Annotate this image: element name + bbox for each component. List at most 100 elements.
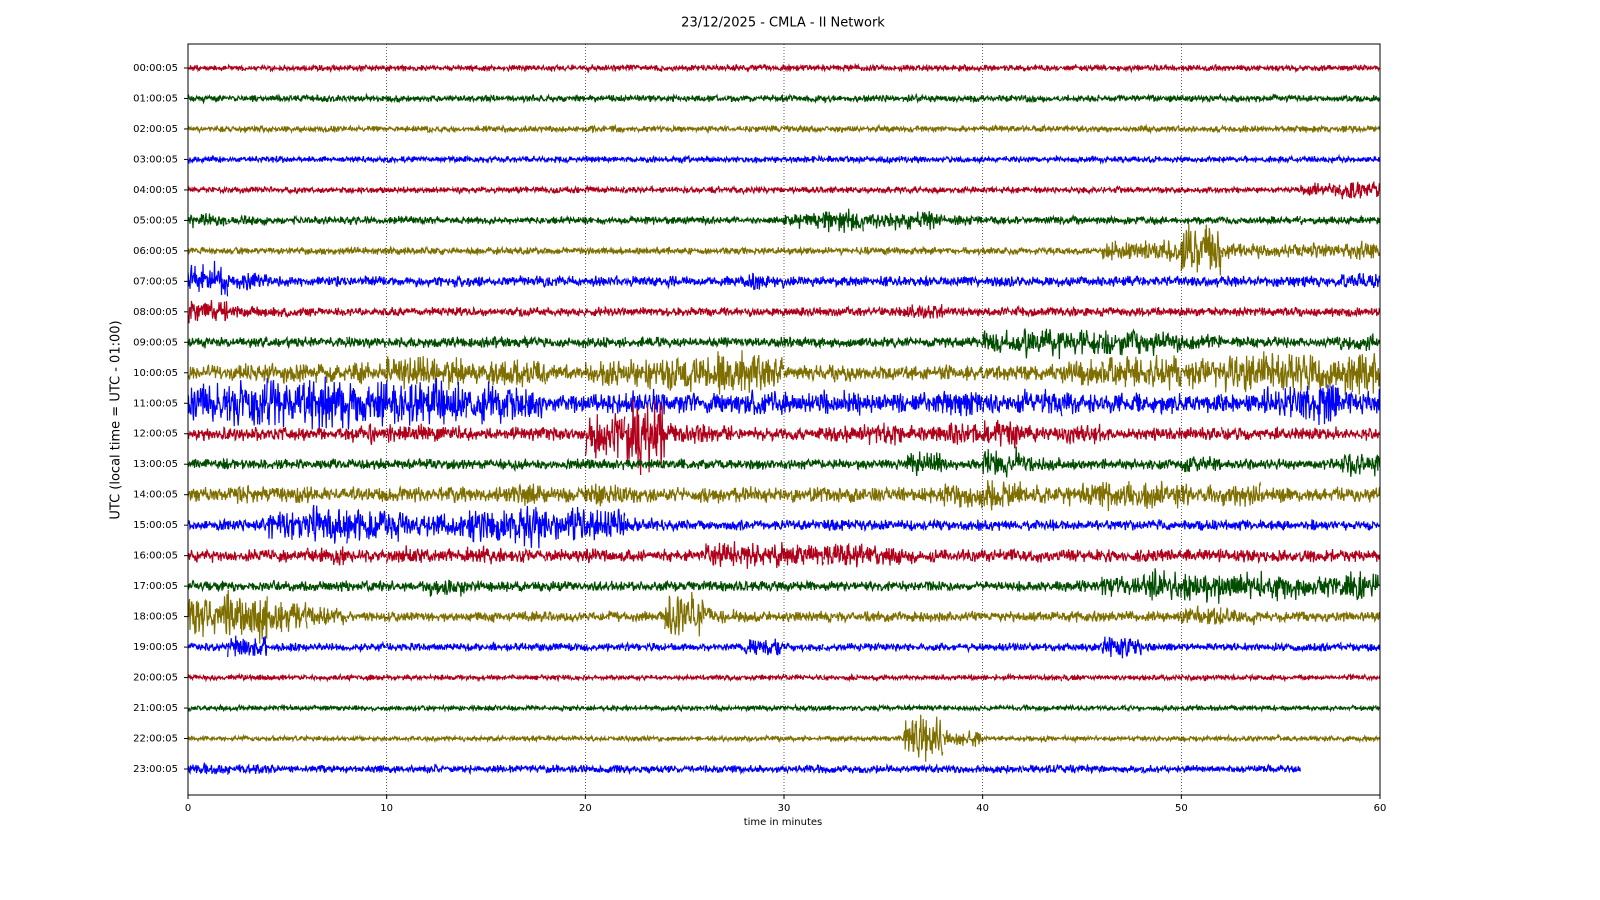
- trace-segment: [188, 300, 229, 324]
- trace-segment: [425, 63, 467, 72]
- trace-segment: [1021, 306, 1063, 318]
- trace-segment: [1299, 486, 1341, 501]
- trace-segment: [743, 246, 785, 256]
- trace-segment: [425, 274, 467, 289]
- trace-segment: [823, 389, 864, 416]
- trace-segment: [1220, 549, 1262, 564]
- trace-segment: [1141, 306, 1182, 318]
- trace-segment: [425, 458, 467, 470]
- trace-segment: [1339, 124, 1380, 135]
- trace-segment: [982, 185, 1023, 195]
- trace-segment: [465, 94, 507, 104]
- x-axis-label: time in minutes: [744, 817, 823, 828]
- trace-segment: [1339, 94, 1380, 103]
- trace-segment: [704, 155, 745, 164]
- trace-segment: [188, 673, 229, 683]
- trace-segment: [465, 335, 507, 349]
- trace-segment: [425, 357, 467, 390]
- trace-segment: [902, 63, 944, 73]
- trace-segment: [584, 483, 626, 507]
- trace-segment: [346, 423, 387, 445]
- trace-segment: [227, 155, 268, 164]
- trace-segment: [902, 155, 944, 164]
- trace-segment: [1260, 520, 1301, 532]
- trace-segment: [505, 458, 546, 473]
- trace-segment: [1141, 764, 1182, 775]
- trace-segment: [266, 93, 308, 103]
- trace-segment: [1021, 425, 1063, 444]
- trace-segment: [982, 215, 1023, 226]
- trace-segment: [505, 359, 546, 388]
- trace-segment: [346, 640, 387, 654]
- trace-segment: [386, 185, 427, 195]
- trace-segment: [664, 422, 705, 444]
- trace-segment: [584, 94, 626, 103]
- trace-segment: [1141, 123, 1182, 135]
- trace-segment: [1339, 549, 1380, 563]
- trace-segment: [346, 580, 387, 593]
- trace-segment: [266, 380, 308, 428]
- trace-segment: [306, 215, 348, 225]
- trace-segment: [425, 94, 467, 103]
- trace-segment: [227, 703, 268, 713]
- trace-segment: [863, 246, 904, 257]
- trace-segment: [386, 484, 427, 503]
- trace-segment: [1299, 458, 1341, 470]
- trace-segment: [584, 305, 626, 317]
- trace-segment: [1339, 610, 1380, 623]
- trace-segment: [1061, 185, 1103, 195]
- trace-segment: [1022, 519, 1063, 532]
- trace-segment: [902, 424, 944, 442]
- trace-segment: [982, 123, 1023, 134]
- trace-segment: [1180, 483, 1222, 506]
- trace-segment: [982, 480, 1023, 511]
- trace-segment: [306, 580, 348, 592]
- y-tick-label: 15:00:05: [133, 520, 178, 531]
- trace-segment: [584, 734, 626, 743]
- trace-segment: [862, 63, 904, 73]
- trace-segment: [505, 94, 546, 104]
- trace-segment: [823, 542, 864, 568]
- trace-segment: [426, 306, 467, 317]
- trace-segment: [823, 364, 864, 383]
- trace-segment: [266, 214, 308, 225]
- trace-segment: [942, 483, 983, 509]
- trace-segment: [1180, 93, 1222, 104]
- trace-segment: [1260, 125, 1301, 133]
- trace-segment: [1260, 185, 1301, 194]
- trace-segment: [1101, 356, 1142, 388]
- trace-segment: [1101, 240, 1142, 261]
- trace-segment: [1180, 394, 1222, 414]
- trace-segment: [306, 376, 348, 431]
- trace-segment: [982, 703, 1023, 712]
- trace-segment: [306, 63, 348, 74]
- trace-segment: [942, 519, 983, 532]
- trace-segment: [188, 246, 229, 255]
- trace-segment: [942, 643, 983, 654]
- trace-segment: [1061, 673, 1103, 682]
- trace-segment: [942, 730, 983, 747]
- trace-segment: [902, 451, 944, 477]
- trace-segment: [1220, 764, 1262, 773]
- trace-segment: [386, 356, 427, 390]
- trace-segment: [266, 458, 308, 470]
- trace-segment: [227, 427, 268, 442]
- trace-segment: [1260, 154, 1301, 165]
- trace-segment: [425, 703, 467, 713]
- trace-segment: [505, 185, 546, 195]
- trace-segment: [346, 704, 387, 713]
- trace-segment: [1339, 181, 1380, 200]
- y-tick-label: 06:00:05: [133, 246, 178, 257]
- trace-segment: [266, 276, 308, 287]
- trace-segment: [1061, 482, 1103, 507]
- trace-segment: [863, 734, 904, 743]
- trace-segment: [1180, 358, 1222, 390]
- trace-segment: [743, 272, 785, 290]
- trace-segment: [266, 63, 308, 73]
- trace-segment: [783, 673, 824, 681]
- trace-segment: [1061, 305, 1103, 317]
- trace-segment: [1180, 224, 1222, 276]
- trace-segment: [942, 275, 983, 289]
- trace-segment: [1339, 571, 1380, 601]
